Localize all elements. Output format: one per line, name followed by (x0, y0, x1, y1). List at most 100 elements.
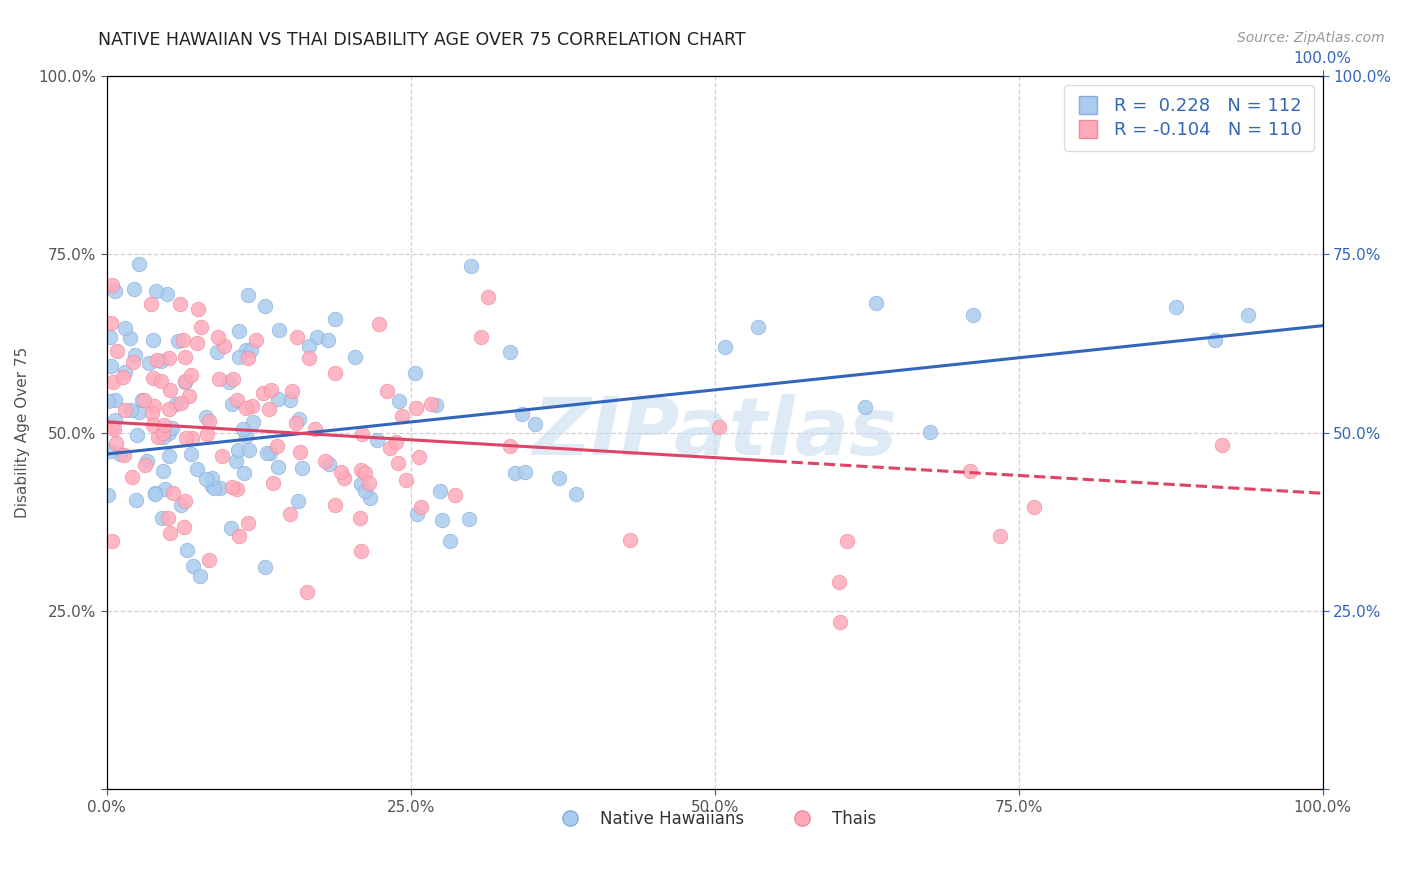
Point (439, 534, 461, 549)
Point (242, 399, 264, 413)
Point (157, 425, 180, 440)
Point (918, 425, 941, 439)
Point (142, 371, 165, 385)
Point (211, 449, 233, 463)
Point (287, 494, 309, 508)
Point (228, 529, 250, 543)
Point (162, 486, 184, 500)
Point (145, 285, 167, 299)
Point (238, 442, 260, 457)
Point (323, 312, 346, 326)
Point (173, 520, 195, 534)
Point (159, 383, 181, 397)
Point (157, 401, 180, 416)
Point (228, 325, 250, 339)
Point (160, 421, 183, 435)
Point (236, 516, 259, 531)
Point (108, 448, 131, 462)
Point (253, 559, 276, 574)
Point (429, 483, 451, 498)
Point (828, 615, 851, 630)
Point (256, 446, 278, 460)
Point (128, 405, 150, 419)
Point (314, 454, 336, 468)
Point (387, 456, 409, 470)
Point (297, 585, 319, 599)
Point (350, 476, 373, 491)
Point (388, 394, 411, 409)
Point (114, 366, 136, 380)
Point (105, 344, 128, 359)
Point (325, 498, 347, 512)
Point (188, 569, 211, 583)
Point (219, 521, 242, 535)
Point (1236, 308, 1258, 322)
Point (304, 422, 326, 436)
Point (391, 409, 413, 423)
Point (104, 435, 127, 450)
Point (111, 369, 134, 384)
Point (179, 389, 201, 403)
Point (150, 511, 173, 525)
Point (298, 351, 321, 366)
Point (207, 344, 229, 359)
Point (100, 359, 122, 374)
Point (329, 465, 352, 479)
Point (97, 488, 120, 502)
Point (298, 339, 321, 353)
Point (505, 466, 527, 480)
Point (114, 403, 136, 417)
Point (125, 427, 148, 442)
Point (316, 333, 339, 347)
Text: ZIPatlas: ZIPatlas (531, 393, 897, 472)
Point (235, 343, 257, 357)
Point (153, 418, 176, 433)
Point (1204, 333, 1226, 347)
Point (425, 398, 447, 412)
Point (98, 443, 121, 458)
Point (291, 460, 314, 475)
Point (1211, 438, 1233, 452)
Point (747, 320, 769, 334)
Point (257, 401, 280, 416)
Point (221, 480, 243, 494)
Point (153, 483, 176, 497)
Point (176, 542, 198, 557)
Point (323, 367, 346, 381)
Point (198, 553, 221, 567)
Point (395, 473, 418, 487)
Point (138, 356, 160, 370)
Point (408, 450, 430, 464)
Point (853, 400, 876, 414)
Point (134, 458, 156, 473)
Point (226, 392, 249, 407)
Point (285, 330, 308, 344)
Point (226, 483, 249, 497)
Text: Source: ZipAtlas.com: Source: ZipAtlas.com (1237, 31, 1385, 45)
Point (122, 282, 145, 296)
Point (209, 481, 232, 495)
Point (350, 427, 373, 442)
Point (202, 481, 225, 495)
Point (499, 345, 522, 359)
Text: NATIVE HAWAIIAN VS THAI DISABILITY AGE OVER 75 CORRELATION CHART: NATIVE HAWAIIAN VS THAI DISABILITY AGE O… (98, 31, 747, 49)
Point (865, 296, 887, 310)
Point (141, 296, 163, 310)
Point (278, 393, 301, 408)
Point (143, 486, 166, 500)
Point (186, 462, 208, 476)
Point (194, 472, 217, 486)
Point (510, 407, 533, 421)
Point (208, 372, 231, 386)
Point (353, 483, 375, 498)
Point (565, 487, 588, 501)
Point (359, 491, 381, 506)
Point (242, 415, 264, 429)
Point (714, 340, 737, 354)
Point (827, 574, 849, 589)
Point (152, 430, 174, 444)
Point (104, 392, 127, 407)
Point (103, 422, 125, 436)
Point (405, 507, 427, 521)
Point (100, 316, 122, 330)
